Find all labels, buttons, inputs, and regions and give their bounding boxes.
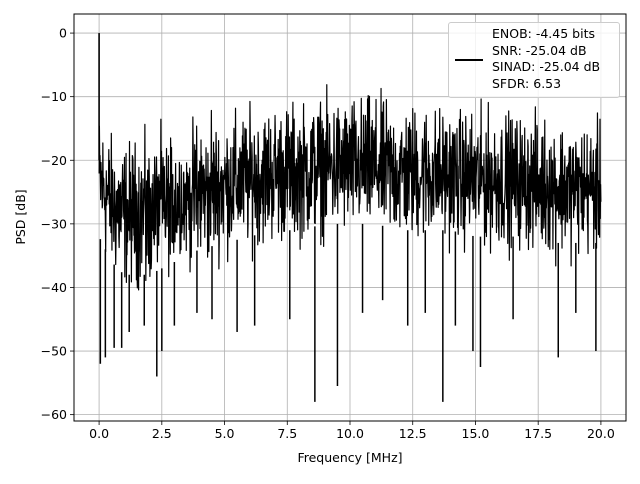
y-tick-label: −50 xyxy=(41,344,67,359)
y-tick-label: 0 xyxy=(59,26,67,41)
legend: ENOB: -4.45 bits SNR: -25.04 dB SINAD: -25… xyxy=(448,22,620,98)
x-tick-label: 5.0 xyxy=(215,426,235,441)
legend-line-swatch xyxy=(455,59,483,61)
y-tick-label: −10 xyxy=(41,89,67,104)
legend-entry-line: SFDR: 6.53 xyxy=(492,75,562,91)
x-tick-label: 2.5 xyxy=(152,426,172,441)
x-tick-label: 12.5 xyxy=(399,426,427,441)
x-tick-label: 17.5 xyxy=(524,426,552,441)
legend-entry-line: SINAD: -25.04 dB xyxy=(492,59,601,74)
y-tick-label: −20 xyxy=(41,153,67,168)
y-tick-label: −30 xyxy=(41,216,67,231)
legend-text: ENOB: -4.45 bits SNR: -25.04 dB SINAD: -25… xyxy=(492,26,600,92)
y-axis-ticks: 0 −10 −20 −30 −40 −50 −60 xyxy=(41,26,74,422)
y-tick-label: −40 xyxy=(41,280,67,295)
x-tick-label: 20.0 xyxy=(587,426,615,441)
x-tick-label: 10.0 xyxy=(336,426,364,441)
y-axis-label: PSD [dB] xyxy=(13,189,28,244)
x-tick-label: 15.0 xyxy=(462,426,490,441)
legend-entry-line: SNR: -25.04 dB xyxy=(492,42,587,58)
y-tick-label: −60 xyxy=(41,407,67,422)
legend-entry-line: ENOB: -4.45 bits xyxy=(492,26,595,41)
psd-trace xyxy=(98,84,602,291)
x-tick-label: 0.0 xyxy=(89,426,109,441)
x-tick-label: 7.5 xyxy=(277,426,297,441)
x-axis-ticks: 0.0 2.5 5.0 7.5 10.0 12.5 15.0 17.5 20.0 xyxy=(89,421,615,441)
x-axis-label: Frequency [MHz] xyxy=(297,450,402,465)
series-layer xyxy=(98,33,602,402)
